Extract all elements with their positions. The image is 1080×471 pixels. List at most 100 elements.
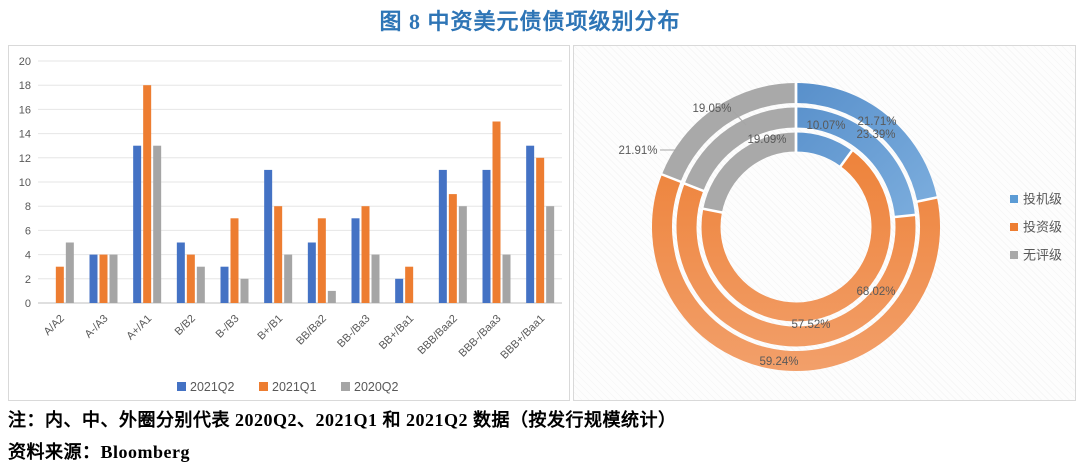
bar-2021Q1-BB/Ba2 — [317, 218, 326, 303]
donut-data-label-2021Q2-投资级: 59.24% — [759, 356, 798, 368]
bar-2021Q1-A/A2 — [55, 266, 64, 303]
bar-2021Q2-A-/A3 — [89, 254, 98, 303]
donut-chart-panel: 10.07% 68.02% 21.91% 23.39% 57.52% 19.09% 21.7… — [573, 45, 1076, 401]
bar-2021Q1-B-/B3 — [230, 218, 239, 303]
bar-2021Q2-B/B2 — [176, 242, 185, 303]
bar-legend-swatch-2020Q2 — [341, 382, 350, 391]
donut-segment-2021Q2-无评级 — [661, 83, 797, 182]
y-axis-tick-label: 2 — [25, 274, 31, 286]
donut-segment-2020Q2-无评级 — [703, 132, 797, 213]
y-axis-tick-label: 14 — [19, 129, 31, 141]
x-axis-category-label: B+/B1 — [255, 313, 285, 343]
bar-2021Q2-B+/B1 — [264, 169, 273, 303]
bar-2020Q2-B-/B3 — [240, 278, 249, 303]
y-axis-tick-label: 12 — [19, 153, 31, 165]
bar-2020Q2-A/A2 — [65, 242, 74, 303]
donut-legend-label: 投资级 — [1023, 220, 1062, 235]
x-axis-category-label: A-/A3 — [83, 313, 111, 341]
donut-data-label-2021Q2-投机级: 21.71% — [857, 116, 896, 128]
x-axis-category-label: BB/Ba2 — [294, 313, 329, 348]
donut-legend-swatch-投资级 — [1010, 223, 1018, 231]
figure-source: 资料来源：Bloomberg — [8, 442, 190, 462]
bar-2020Q2-BB/Ba2 — [327, 290, 336, 303]
x-axis-category-label: A+/A1 — [124, 313, 154, 343]
bar-2020Q2-BB-/Ba3 — [371, 254, 380, 303]
bar-2021Q1-BBB+/Baa1 — [536, 157, 545, 303]
bar-legend-label: 2021Q2 — [190, 380, 235, 394]
bar-legend-label: 2021Q1 — [272, 380, 317, 394]
donut-segment-divider — [701, 207, 724, 214]
x-axis-category-label: A/A2 — [42, 313, 67, 338]
y-axis-tick-label: 6 — [25, 225, 31, 237]
donut-data-label-2021Q1-投资级: 57.52% — [791, 319, 830, 331]
x-axis-category-label: BBB-/Baa3 — [457, 313, 504, 360]
donut-segment-2020Q2-投机级 — [795, 132, 852, 167]
y-axis-tick-label: 10 — [19, 177, 31, 189]
bar-2021Q1-B+/B1 — [274, 206, 283, 303]
donut-segment-2020Q2-投资级 — [701, 150, 891, 322]
bar-2020Q2-BBB/Baa2 — [458, 206, 467, 303]
donut-segment-2021Q2-投资级 — [652, 174, 940, 371]
y-axis-tick-label: 0 — [25, 298, 31, 310]
donut-segment-divider — [915, 195, 939, 204]
bar-legend-swatch-2021Q2 — [177, 382, 186, 391]
donut-data-label-2021Q1-无评级: 19.09% — [747, 134, 786, 146]
bar-2021Q2-BB-/Ba3 — [351, 218, 360, 303]
donut-segment-2021Q2-投机级 — [795, 83, 937, 202]
bar-2021Q2-BBB+/Baa1 — [526, 145, 535, 303]
figure-note: 注：内、中、外圈分别代表 2020Q2、2021Q1 和 2021Q2 数据（按… — [8, 410, 677, 430]
y-axis-tick-label: 16 — [19, 104, 31, 116]
donut-segment-divider — [893, 213, 917, 219]
donut-legend-swatch-无评级 — [1010, 251, 1018, 259]
bar-2020Q2-BBB+/Baa1 — [546, 206, 555, 303]
bar-2021Q2-BB+/Ba1 — [395, 278, 404, 303]
donut-data-label-2020Q2-投资级: 68.02% — [856, 286, 895, 298]
donut-segment-divider — [838, 148, 854, 169]
x-axis-category-label: B-/B3 — [214, 313, 242, 341]
y-axis-tick-label: 8 — [25, 201, 31, 213]
bar-chart-panel: 0 2 4 6 8 10 12 14 16 18 20 A/A2 A-/A3 A+/A1 B/B2 B-/B3… — [8, 45, 570, 401]
bar-2021Q1-BB+/Ba1 — [405, 266, 414, 303]
donut-data-label-2020Q2-无评级: 21.91% — [618, 145, 657, 157]
donut-data-label-2021Q2-无评级: 19.05% — [692, 103, 731, 115]
bar-2021Q1-BBB/Baa2 — [448, 194, 457, 303]
bar-2020Q2-BBB-/Baa3 — [502, 254, 511, 303]
donut-segment-2021Q1-投资级 — [676, 183, 916, 347]
bar-2021Q1-BBB-/Baa3 — [492, 121, 501, 303]
y-axis-tick-label: 4 — [25, 250, 31, 262]
bar-legend-swatch-2021Q1 — [259, 382, 268, 391]
donut-segment-2021Q1-无评级 — [684, 107, 797, 192]
bar-2021Q2-BBB-/Baa3 — [482, 169, 491, 303]
leader-line — [731, 109, 747, 126]
donut-chart-svg: 10.07% 68.02% 21.91% 23.39% 57.52% 19.09% 21.7… — [618, 81, 1062, 371]
figure-title: 图 8 中资美元债债项级别分布 — [379, 9, 681, 34]
bar-legend-label: 2020Q2 — [354, 380, 399, 394]
bar-2021Q1-B/B2 — [186, 254, 195, 303]
y-axis-tick-label: 20 — [19, 56, 31, 68]
bar-2021Q1-A-/A3 — [99, 254, 108, 303]
bar-2020Q2-B/B2 — [196, 266, 205, 303]
x-axis-category-label: B/B2 — [173, 313, 198, 338]
bar-2021Q2-A+/A1 — [133, 145, 142, 303]
bar-2021Q2-BBB/Baa2 — [438, 169, 447, 303]
bar-chart-svg: 0 2 4 6 8 10 12 14 16 18 20 A/A2 A-/A3 A+/A1 B/B2 B-/B3… — [19, 56, 562, 394]
bar-2020Q2-B+/B1 — [284, 254, 293, 303]
donut-data-label-2020Q2-投机级: 10.07% — [806, 120, 845, 132]
bar-2021Q2-B-/B3 — [220, 266, 229, 303]
bar-2021Q1-BB-/Ba3 — [361, 206, 370, 303]
x-axis-category-label: BBB/Baa2 — [416, 313, 460, 357]
bar-2020Q2-A-/A3 — [109, 254, 118, 303]
bar-2021Q1-A+/A1 — [143, 85, 152, 303]
bar-2020Q2-A+/A1 — [153, 145, 162, 303]
x-axis-category-label: BBB+/Baa1 — [498, 313, 547, 362]
x-axis-category-label: BB+/Ba1 — [377, 313, 416, 352]
bar-2021Q2-BB/Ba2 — [307, 242, 316, 303]
donut-segment-2021Q1-投机级 — [795, 107, 915, 218]
y-axis-tick-label: 18 — [19, 80, 31, 92]
donut-data-label-2021Q1-投机级: 23.39% — [856, 129, 895, 141]
donut-segment-divider — [682, 181, 706, 193]
donut-legend-label: 投机级 — [1023, 192, 1062, 207]
donut-segment-divider — [660, 172, 683, 184]
x-axis-category-label: BB-/Ba3 — [335, 313, 372, 350]
donut-legend-swatch-投机级 — [1010, 195, 1018, 203]
